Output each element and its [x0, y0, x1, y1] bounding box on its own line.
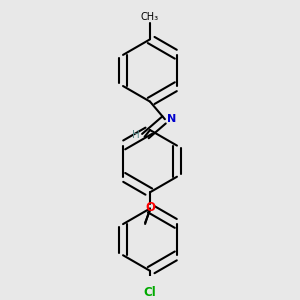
- Text: H: H: [132, 130, 140, 140]
- Text: N: N: [167, 114, 176, 124]
- Text: O: O: [145, 201, 155, 214]
- Text: CH₃: CH₃: [141, 12, 159, 22]
- Text: Cl: Cl: [144, 286, 156, 299]
